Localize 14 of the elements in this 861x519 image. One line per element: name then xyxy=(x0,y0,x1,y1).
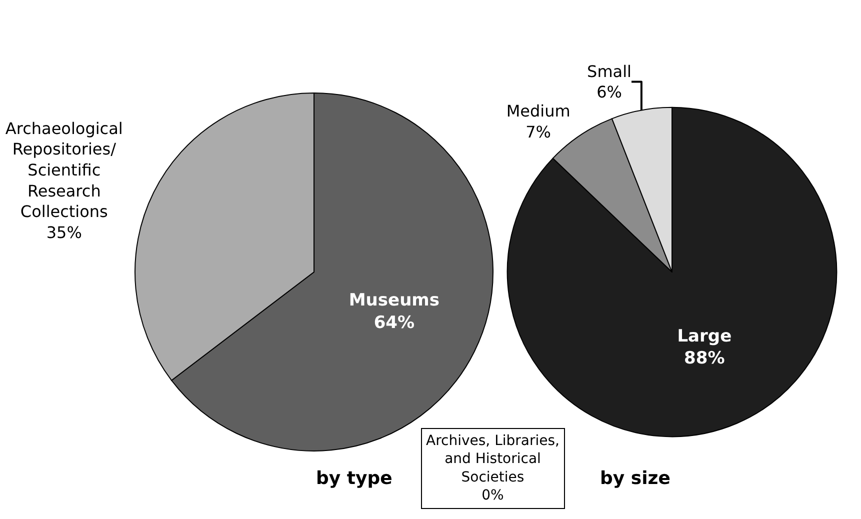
slice-label: Museums xyxy=(348,290,440,311)
category-label: Archives, Libraries, and Historical Societies xyxy=(426,433,560,486)
data-label: 7% xyxy=(526,122,551,142)
data-label: 64% xyxy=(374,312,415,333)
text: 0% xyxy=(482,488,504,504)
data-label: 88% xyxy=(684,348,725,369)
text: by size xyxy=(600,468,670,489)
data-label: 6% xyxy=(596,82,622,102)
text: by type xyxy=(316,468,392,489)
slice-label: Small xyxy=(587,62,632,81)
slice-label: Large xyxy=(677,326,732,347)
slice-label: Medium xyxy=(506,102,570,121)
data-label: 35% xyxy=(46,222,82,242)
slice-label: Archaeological Repositories/ Scientific Research Collections xyxy=(5,118,123,222)
